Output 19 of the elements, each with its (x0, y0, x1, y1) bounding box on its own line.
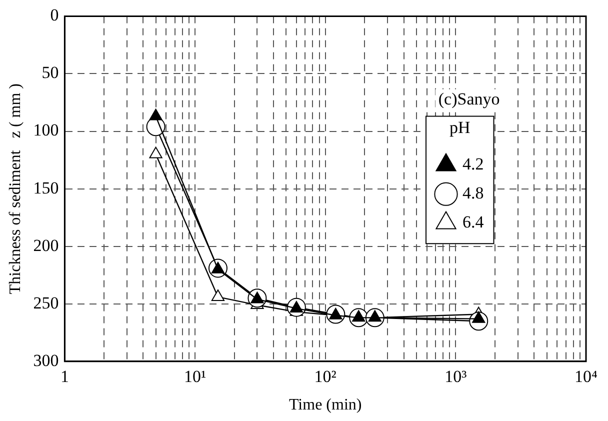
y-tick-label: 300 (33, 350, 59, 370)
y-tick-label: 250 (33, 293, 59, 312)
legend-label: 4.2 (462, 154, 484, 174)
y-tick-label: 100 (33, 120, 59, 140)
x-tick-label: 10² (314, 367, 336, 386)
y-axis-title: Thickness of sediment z ( mm ) (6, 83, 24, 294)
x-tick-label: 10⁴ (574, 367, 598, 386)
legend-label: 6.4 (462, 212, 484, 232)
x-axis-title: Time (min) (288, 396, 362, 414)
x-tick-label: 10¹ (184, 367, 206, 386)
y-tick-label: 0 (50, 6, 59, 25)
x-tick-label: 1 (60, 367, 69, 386)
y-tick-label: 200 (33, 236, 59, 255)
y-tick-label: 50 (42, 63, 59, 82)
legend-title: pH (449, 118, 470, 138)
x-tick-label: 10³ (444, 367, 467, 386)
y-tick-label: 150 (33, 178, 59, 198)
annotation: (c)Sanyo (438, 90, 500, 109)
legend-label: 4.8 (462, 184, 484, 203)
